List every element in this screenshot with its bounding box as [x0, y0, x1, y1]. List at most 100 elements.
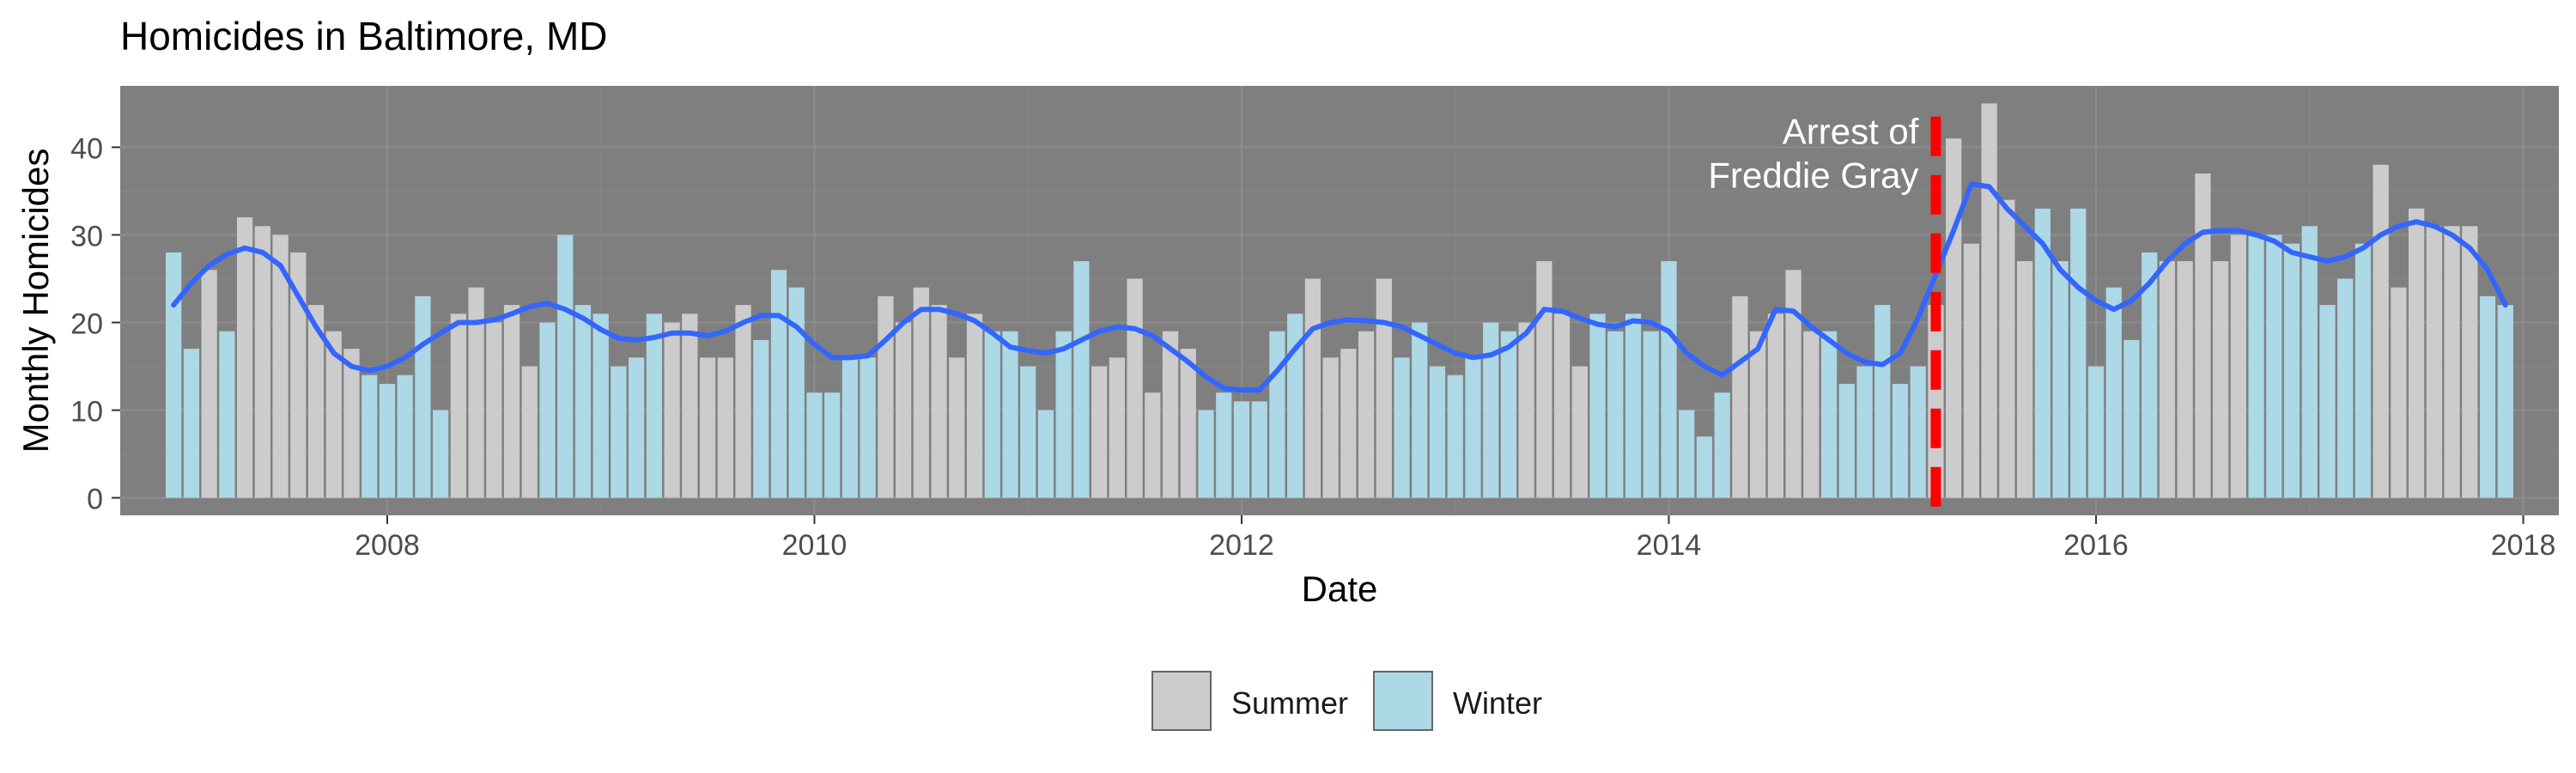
x-tick-label: 2018	[2491, 529, 2556, 562]
bar	[2016, 261, 2033, 498]
bar	[824, 393, 841, 498]
bar	[1643, 331, 1659, 498]
bar	[1376, 278, 1392, 498]
bar	[1251, 401, 1267, 498]
bar	[201, 270, 217, 498]
legend-swatch-summer	[1151, 671, 1212, 731]
bar	[2266, 234, 2282, 498]
bar	[1216, 393, 1232, 498]
legend-swatch-winter	[1373, 671, 1433, 731]
bar	[2105, 287, 2122, 498]
bar	[343, 349, 360, 498]
y-tick-label: 40	[70, 132, 103, 165]
bar	[1874, 305, 1891, 498]
bar	[1145, 393, 1161, 498]
bar	[735, 305, 751, 498]
plot-panel	[120, 86, 2559, 515]
bar	[1625, 313, 1642, 498]
legend: Summer Winter	[1151, 671, 1542, 731]
bar	[2248, 234, 2264, 498]
bar	[753, 339, 769, 498]
bar	[2087, 366, 2105, 498]
bar	[1162, 331, 1179, 498]
bar	[2444, 226, 2460, 498]
bar	[2034, 208, 2050, 498]
bar	[1750, 331, 1766, 498]
bar	[1037, 410, 1054, 498]
bar	[2230, 234, 2246, 498]
bar	[1589, 313, 1606, 498]
bar	[860, 357, 876, 498]
trend-line	[171, 181, 2508, 393]
bar	[788, 287, 805, 498]
bar	[1002, 331, 1018, 498]
bar	[2123, 339, 2140, 498]
bar	[1803, 331, 1820, 498]
bar	[1946, 138, 1962, 498]
x-axis: 2008 2010 2012 2014 2016 2018	[355, 515, 2555, 562]
bar	[1233, 401, 1250, 498]
bar	[1340, 349, 1357, 498]
bar	[1500, 331, 1517, 498]
bar	[1767, 313, 1783, 498]
bar	[2142, 252, 2158, 498]
bar	[183, 349, 200, 498]
bar	[1429, 366, 1446, 498]
bar	[1287, 313, 1303, 498]
bar	[1696, 436, 1713, 498]
bar	[521, 366, 538, 498]
bar	[1571, 366, 1588, 498]
bar	[1999, 199, 2015, 498]
y-tick-label: 20	[70, 308, 103, 341]
bar	[1091, 366, 1108, 498]
bar	[629, 357, 645, 498]
bar	[2497, 305, 2513, 498]
bar	[290, 252, 307, 498]
bar	[1607, 331, 1624, 498]
bar	[236, 217, 253, 498]
bar	[1679, 410, 1695, 498]
bar	[1020, 366, 1036, 498]
bar	[2391, 287, 2407, 498]
y-axis: 0 10 20 30 40	[70, 132, 120, 516]
bar	[1394, 357, 1410, 498]
bar	[2213, 261, 2229, 498]
bar	[2052, 261, 2069, 498]
bar	[1554, 313, 1571, 498]
chart-title: Homicides in Baltimore, MD	[120, 14, 607, 58]
bar	[664, 322, 680, 498]
bar	[468, 287, 484, 498]
bar	[1785, 270, 1801, 498]
bar	[1856, 366, 1873, 498]
bar	[361, 374, 378, 498]
bar	[379, 383, 396, 498]
bar	[699, 357, 716, 498]
bars	[166, 103, 2513, 498]
bar	[1322, 357, 1339, 498]
bar	[611, 366, 627, 498]
bar	[878, 295, 894, 498]
bar	[1820, 331, 1838, 498]
y-tick-label: 10	[70, 396, 103, 429]
bar	[1910, 366, 1926, 498]
bar	[1358, 331, 1375, 498]
bar	[1127, 278, 1143, 498]
bar	[166, 252, 182, 498]
bar	[2319, 305, 2336, 498]
bar	[2195, 173, 2211, 498]
x-tick-label: 2008	[355, 529, 420, 562]
bar	[770, 270, 787, 498]
bar	[539, 322, 556, 498]
bar	[1963, 243, 1980, 498]
bar	[557, 234, 574, 498]
bar	[2177, 261, 2193, 498]
bar	[1981, 103, 1997, 498]
bar	[503, 305, 520, 498]
legend-label-summer: Summer	[1231, 685, 1348, 721]
y-axis-label: Monthly Homicides	[15, 149, 56, 453]
bar	[913, 287, 929, 498]
bar	[2479, 295, 2496, 498]
bar	[1198, 410, 1214, 498]
annotation-text-line1: Arrest of	[1783, 111, 1919, 151]
